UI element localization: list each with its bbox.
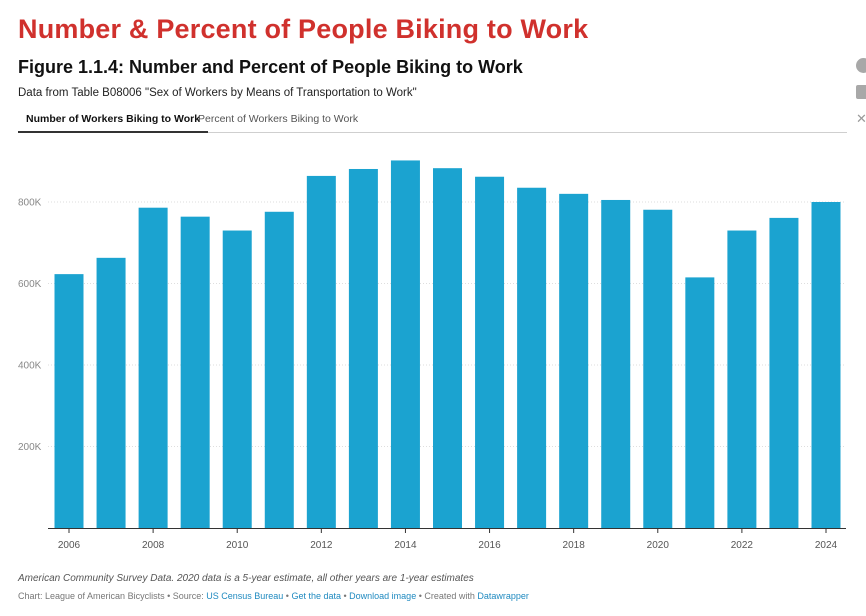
bar-2021 (685, 277, 715, 528)
tab-number-of-workers[interactable]: Number of Workers Biking to Work (18, 108, 209, 133)
x-tick-label: 2014 (394, 540, 417, 551)
bar-2010 (222, 230, 252, 528)
bar-2013 (348, 168, 378, 529)
bar-2019 (601, 199, 631, 528)
figure-title: Figure 1.1.4: Number and Percent of Peop… (18, 57, 523, 77)
bar-2006 (54, 274, 84, 528)
bar-2015 (433, 168, 462, 528)
x-icon[interactable]: ✕ (856, 111, 866, 126)
x-tick-label: 2020 (647, 540, 670, 551)
x-tick-label: 2012 (310, 540, 333, 551)
footer-separator: • (341, 591, 350, 601)
y-tick-label: 200K (18, 442, 42, 453)
x-axis: 2006 2008 2010 2012 2014 2016 2018 2020 2022 2024 (48, 528, 846, 551)
x-tick-label: 2016 (478, 540, 501, 551)
footer-credit: Chart: League of American Bicyclists • S… (18, 591, 207, 601)
get-data-link[interactable]: Get the data (291, 591, 341, 601)
y-axis-labels: 200K 400K 600K 800K (18, 198, 42, 454)
bar-2024 (811, 202, 841, 528)
bars (54, 160, 841, 529)
bar-2007 (96, 257, 126, 528)
source-link[interactable]: US Census Bureau (206, 591, 284, 601)
linkedin-icon[interactable] (856, 85, 866, 101)
chart-note: American Community Survey Data. 2020 dat… (18, 573, 474, 584)
bar-2020 (643, 209, 673, 528)
tab-percent-of-workers[interactable]: Percent of Workers Biking to Work (198, 113, 359, 125)
bar-2018 (559, 193, 589, 528)
x-tick-label: 2018 (563, 540, 586, 551)
x-tick-label: 2010 (226, 540, 249, 551)
x-tick-label: 2006 (58, 540, 81, 551)
bar-2012 (306, 175, 336, 529)
bar-2022 (727, 230, 757, 528)
y-tick-label: 800K (18, 198, 42, 209)
bar-2017 (517, 187, 547, 529)
bar-2016 (475, 176, 505, 529)
facebook-icon[interactable] (856, 58, 866, 74)
datawrapper-link[interactable]: Datawrapper (477, 591, 529, 601)
bar-2008 (138, 207, 168, 528)
chart-footer: Chart: League of American Bicyclists • S… (18, 591, 529, 601)
bar-2011 (264, 211, 294, 528)
x-tick-label: 2008 (142, 540, 165, 551)
bar-chart: 200K 400K 600K 800K 2006 2008 2010 2012 2014 201… (18, 160, 846, 551)
bar-2023 (769, 217, 799, 528)
chart-tabs: Number of Workers Biking to Work Percent… (18, 108, 847, 133)
figure-description: Data from Table B08006 "Sex of Workers b… (18, 87, 417, 99)
bar-2009 (180, 216, 210, 529)
y-tick-label: 400K (18, 361, 42, 372)
footer-separator: • (283, 591, 292, 601)
x-tick-label: 2022 (731, 540, 754, 551)
page-headline: Number & Percent of People Biking to Wor… (18, 14, 589, 44)
download-image-link[interactable]: Download image (349, 591, 417, 601)
footer-created-with: • Created with (416, 591, 478, 601)
y-tick-label: 600K (18, 279, 42, 290)
bar-2014 (390, 160, 420, 528)
x-tick-label: 2024 (815, 540, 838, 551)
